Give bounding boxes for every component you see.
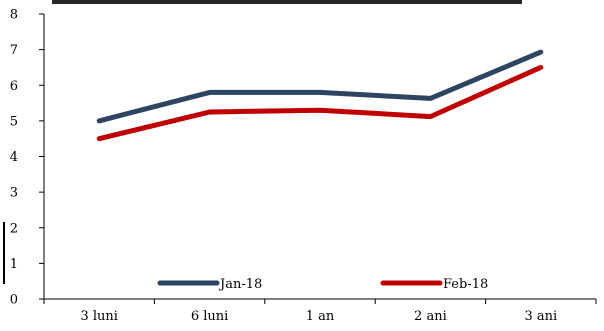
y-tick-label: 3	[10, 186, 18, 201]
y-tick-label: 4	[10, 150, 18, 165]
y-tick-label: 6	[10, 79, 18, 94]
y-axis-ticks: 0 1 2 3 4 5 6 7 8	[10, 8, 44, 308]
y-tick-label: 2	[10, 221, 18, 236]
clipped-header	[0, 0, 604, 6]
legend-label-1: Jan-18	[218, 277, 262, 292]
x-tick-label: 3 ani	[524, 309, 557, 324]
x-tick-label: 1 an	[306, 309, 335, 324]
y-tick-label: 0	[10, 293, 18, 308]
x-axis-ticks: 3 luni 6 luni 1 an 2 ani 3 ani	[44, 299, 596, 324]
x-tick-label: 6 luni	[191, 309, 228, 324]
left-edge-bar	[3, 222, 5, 284]
series-layer	[99, 52, 541, 139]
y-tick-label: 5	[10, 114, 18, 129]
y-tick-label: 1	[10, 257, 18, 272]
x-tick-label: 2 ani	[414, 309, 447, 324]
x-tick-label: 3 luni	[80, 309, 117, 324]
y-tick-label: 8	[10, 8, 18, 23]
y-tick-label: 7	[10, 43, 18, 58]
legend-label-2: Feb-18	[443, 277, 488, 292]
legend: Jan-18 Feb-18	[160, 277, 488, 292]
